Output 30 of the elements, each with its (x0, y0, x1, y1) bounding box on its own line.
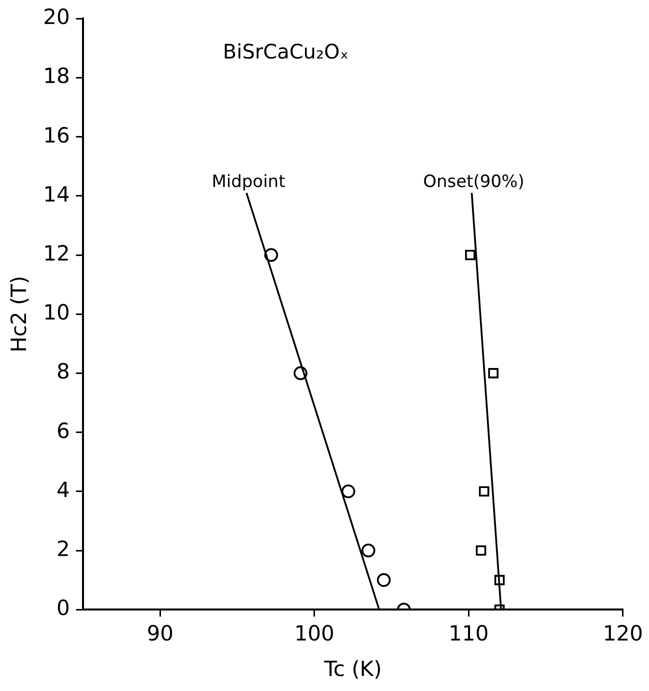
point (264, 248, 278, 262)
series-label: Midpoint (212, 172, 286, 192)
point (376, 573, 391, 587)
point (488, 368, 498, 378)
y-tick-label: 4 (56, 478, 70, 502)
y-tick-label: 16 (43, 123, 70, 148)
point (341, 484, 356, 498)
point (476, 545, 486, 556)
y-tick-label: 14 (43, 182, 70, 206)
annotation: BiSrCaCu₂Oₓ (222, 40, 349, 64)
y-axis-title: Hc2 (T) (7, 276, 32, 352)
y-tick-label: 10 (43, 300, 70, 325)
x-tick-label: 100 (294, 622, 334, 646)
x-tick-label: 120 (602, 622, 644, 646)
y-tick-label: 20 (43, 5, 70, 30)
y-tick-label: 2 (56, 536, 70, 561)
x-tick-label: 90 (146, 622, 174, 646)
y-tick-label: 12 (43, 241, 70, 266)
y-tick-label: 0 (56, 596, 70, 620)
y-tick-label: 18 (43, 64, 70, 88)
series-label: Onset(90%) (423, 172, 524, 192)
y-tick-label: 8 (56, 360, 70, 384)
point (494, 574, 505, 586)
point (361, 544, 376, 558)
point (465, 250, 476, 260)
x-axis-title: Tc (K) (323, 656, 382, 681)
x-tick-label: 110 (448, 622, 489, 646)
point (294, 366, 308, 380)
point (478, 486, 490, 497)
y-tick-label: 6 (56, 418, 70, 443)
